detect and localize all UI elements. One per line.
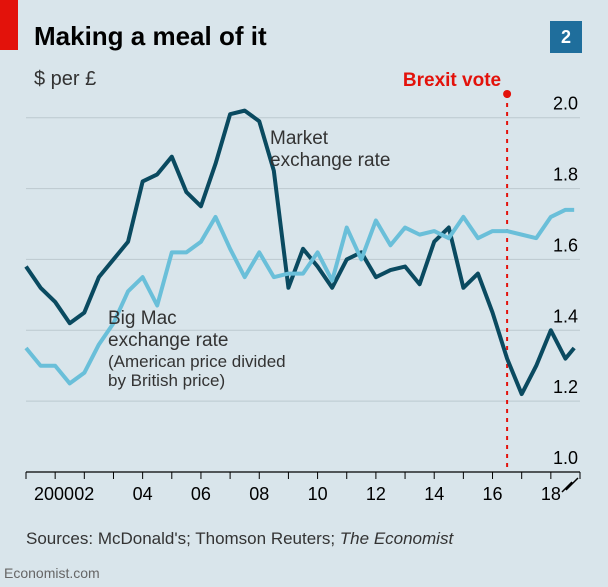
svg-text:2000: 2000 xyxy=(34,484,74,504)
svg-text:16: 16 xyxy=(483,484,503,504)
svg-text:12: 12 xyxy=(366,484,386,504)
series-label-bigmac: Big Macexchange rate(American price divi… xyxy=(108,308,286,391)
sources-prefix: Sources: xyxy=(26,529,98,548)
svg-text:04: 04 xyxy=(133,484,153,504)
svg-text:10: 10 xyxy=(308,484,328,504)
svg-text:2.0: 2.0 xyxy=(553,94,578,114)
svg-text:06: 06 xyxy=(191,484,211,504)
chart-svg: 1.0 1.2 1.4 1.6 1.8 2.0 Brexit vote 200002 04 06 0… xyxy=(0,0,608,587)
series-label-market: Marketexchange rate xyxy=(270,128,390,172)
svg-text:18: 18 xyxy=(541,484,561,504)
credit: Economist.com xyxy=(4,565,100,581)
svg-text:02: 02 xyxy=(74,484,94,504)
svg-text:1.4: 1.4 xyxy=(553,306,578,326)
sources-italic: The Economist xyxy=(340,529,453,548)
svg-text:1.8: 1.8 xyxy=(553,165,578,185)
sources-line: Sources: McDonald's; Thomson Reuters; Th… xyxy=(26,529,453,549)
economist-chart: Making a meal of it 2 $ per £ 1.01.21.41… xyxy=(0,0,608,587)
svg-text:1.6: 1.6 xyxy=(553,235,578,255)
svg-text:14: 14 xyxy=(424,484,444,504)
svg-text:Brexit vote: Brexit vote xyxy=(403,70,501,91)
svg-text:1.2: 1.2 xyxy=(553,377,578,397)
sources-plain: McDonald's; Thomson Reuters; xyxy=(98,529,340,548)
svg-text:08: 08 xyxy=(249,484,269,504)
svg-text:1.0: 1.0 xyxy=(553,448,578,468)
